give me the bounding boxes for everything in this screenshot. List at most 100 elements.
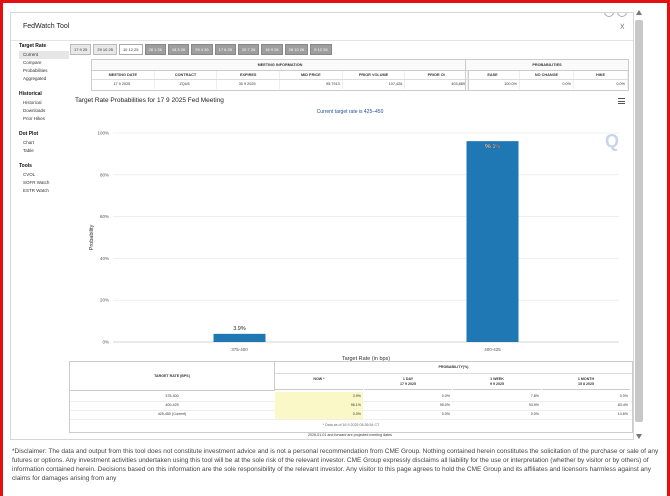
table-row: 425-450 (Current) 0.0% 0.0% 0.0% 14.6%	[70, 410, 632, 420]
column-header: MEETING DATE	[92, 71, 155, 79]
scroll-down-arrow-icon[interactable]	[636, 434, 642, 439]
table-cell-rate: 425-450 (Current)	[157, 412, 187, 416]
table-cell-day: 0.0%	[441, 412, 450, 416]
app-title: FedWatch Tool	[23, 23, 70, 30]
tab-meeting-date[interactable]: 17 6 26	[214, 44, 236, 55]
title-divider	[11, 40, 633, 41]
sidebar-item-estr-watch[interactable]: ESTR Watch	[23, 188, 49, 193]
tab-meeting-date[interactable]: 28 10 26	[284, 44, 309, 55]
sidebar-group-historical: Historical Historical Downloads Prior Hi…	[19, 91, 69, 123]
data-label: 96.1%	[485, 144, 501, 150]
scroll-up-arrow-icon[interactable]	[636, 10, 642, 15]
column-header: HIKE	[574, 71, 628, 79]
column-header-label: 1 MONTH	[577, 377, 595, 381]
table-cell-week: 0.0%	[530, 412, 539, 416]
column-header: PRIOR OI	[405, 71, 469, 79]
quikstrike-logo-icon: Q	[604, 131, 619, 151]
sidebar-item-table[interactable]: Table	[23, 148, 34, 153]
tab-meeting-date[interactable]: 29 7 26	[237, 44, 260, 55]
scrollbar-thumb[interactable]	[635, 20, 643, 422]
x-tick-label: 375-400	[231, 347, 248, 352]
sidebar-heading: Tools	[19, 163, 32, 169]
sidebar-group-dot-plot: Dot Plot Chart Table	[19, 131, 69, 155]
y-tick-label: 80%	[100, 172, 109, 177]
tab-meeting-date[interactable]: 17 9 25	[70, 44, 92, 55]
table-cell-day: 0.0%	[441, 394, 450, 398]
x-tick-label: 400-425	[484, 347, 501, 352]
table-cell: ZQU5	[155, 80, 218, 89]
column-header-1-month: 1 MONTH 15 8 2025	[542, 374, 630, 390]
table-header-row: MEETING DATE CONTRACT EXPIRES MID PRICE …	[92, 71, 469, 80]
y-axis-title: Probability	[89, 224, 95, 250]
table-heading: PROBABILITIES	[466, 60, 628, 71]
reset-icon[interactable]	[617, 13, 627, 17]
x-axis-title: Target Rate (in bps)	[342, 356, 390, 362]
column-header: NO CHANGE	[520, 71, 574, 79]
meeting-information-table: MEETING INFORMATION MEETING DATE CONTRAC…	[91, 59, 469, 91]
probabilities-summary-table: PROBABILITIES EASE NO CHANGE HIKE 100.0%…	[465, 59, 629, 91]
column-header: EASE	[466, 71, 520, 79]
table-cell-month: 83.4%	[617, 403, 628, 407]
sidebar-heading: Historical	[19, 91, 42, 97]
chart-bar	[466, 141, 519, 342]
sidebar-item-prior-hikes[interactable]: Prior Hikes	[23, 116, 46, 121]
table-cell: 95.7913	[280, 80, 343, 89]
data-label: 3.9%	[233, 326, 246, 332]
table-cell: 107,426	[343, 80, 406, 89]
target-rate-chart: Target Rate Probabilities for 17 9 2025 …	[71, 97, 629, 362]
sidebar-item-compare[interactable]: Compare	[23, 60, 42, 65]
data-timestamp-note: * Data as of 16 9 2025 05:36:54 CT	[322, 423, 380, 427]
sidebar-group-target-rate: Target Rate Current Compare Probabilitie…	[19, 43, 69, 83]
refresh-icon[interactable]	[604, 13, 614, 17]
sidebar-item-aggregated[interactable]: Aggregated	[23, 76, 47, 81]
target-rate-probability-table: TARGET RATE (BPS) PROBABILITY(%) NOW * 1…	[69, 361, 633, 433]
table-cell-rate: 375-400	[165, 394, 179, 398]
tab-meeting-date[interactable]: 10 12 25	[118, 44, 143, 55]
sidebar-item-cvol[interactable]: CVOL	[23, 172, 36, 177]
tab-meeting-date[interactable]: 9 12 26	[310, 44, 332, 55]
tab-meeting-date[interactable]: 28 1 26	[144, 44, 166, 55]
table-cell: 30 9 2025	[217, 80, 281, 89]
table-cell: 17 9 2025	[92, 80, 155, 89]
sidebar-item-historical[interactable]: Historical	[23, 100, 42, 105]
y-tick-label: 20%	[100, 298, 109, 303]
column-header: PRIOR VOLUME	[343, 71, 406, 79]
sidebar-item-current[interactable]: Current	[19, 51, 69, 59]
y-tick-label: 0%	[102, 340, 109, 345]
projected-dates-note: 2026-01-01 and forward are projected mee…	[308, 433, 392, 437]
column-header-1-day: 1 DAY 17 9 2025	[364, 374, 452, 390]
sidebar-item-probabilities[interactable]: Probabilities	[23, 68, 48, 73]
table-cell-week: 93.9%	[528, 403, 539, 407]
table-cell-rate: 400-425	[165, 403, 179, 407]
column-header-label: 1 DAY	[402, 377, 414, 381]
y-tick-label: 60%	[100, 214, 109, 219]
sidebar-group-tools: Tools CVOL SOFR Watch ESTR Watch	[19, 163, 69, 195]
sidebar-item-sofr-watch[interactable]: SOFR Watch	[23, 180, 50, 185]
table-cell-month: 14.6%	[617, 412, 628, 416]
column-header-date: 17 9 2025	[400, 382, 416, 386]
y-tick-label: 40%	[100, 256, 109, 261]
chart-menu-icon[interactable]	[618, 98, 625, 106]
sidebar-item-downloads[interactable]: Downloads	[23, 108, 46, 113]
tab-meeting-date[interactable]: 16 9 26	[261, 44, 283, 55]
table-cell-now: 0.0%	[275, 410, 363, 419]
sidebar-item-chart[interactable]: Chart	[23, 140, 35, 145]
table-cell-now: 96.1%	[275, 401, 363, 410]
page-scrollbar[interactable]	[634, 10, 644, 442]
table-cell-week: 7.8%	[530, 394, 539, 398]
table-row: 100.0% 0.0% 0.0%	[466, 80, 628, 89]
column-header-now: NOW *	[275, 374, 363, 390]
bar-chart-svg: 0% 20% 40% 60% 80% 100% 375-400 3.9% 400-425 96.1…	[89, 131, 619, 362]
column-header: CONTRACT	[155, 71, 218, 79]
close-icon[interactable]: ☓	[619, 22, 625, 33]
tab-meeting-date[interactable]: 18 3 26	[167, 44, 190, 55]
disclaimer-text: *Disclaimer: The data and output from th…	[12, 448, 659, 482]
table-row: 17 9 2025 ZQU5 30 9 2025 95.7913 107,426…	[92, 80, 469, 89]
y-tick-label: 100%	[97, 131, 109, 136]
chart-title: Target Rate Probabilities for 17 9 2025 …	[75, 97, 224, 104]
table-header-row: EASE NO CHANGE HIKE	[466, 71, 628, 80]
tab-meeting-date[interactable]: 29 10 25	[93, 44, 117, 55]
table-cell: 0.0%	[520, 80, 574, 89]
tab-meeting-date[interactable]: 29 4 26	[191, 44, 213, 55]
